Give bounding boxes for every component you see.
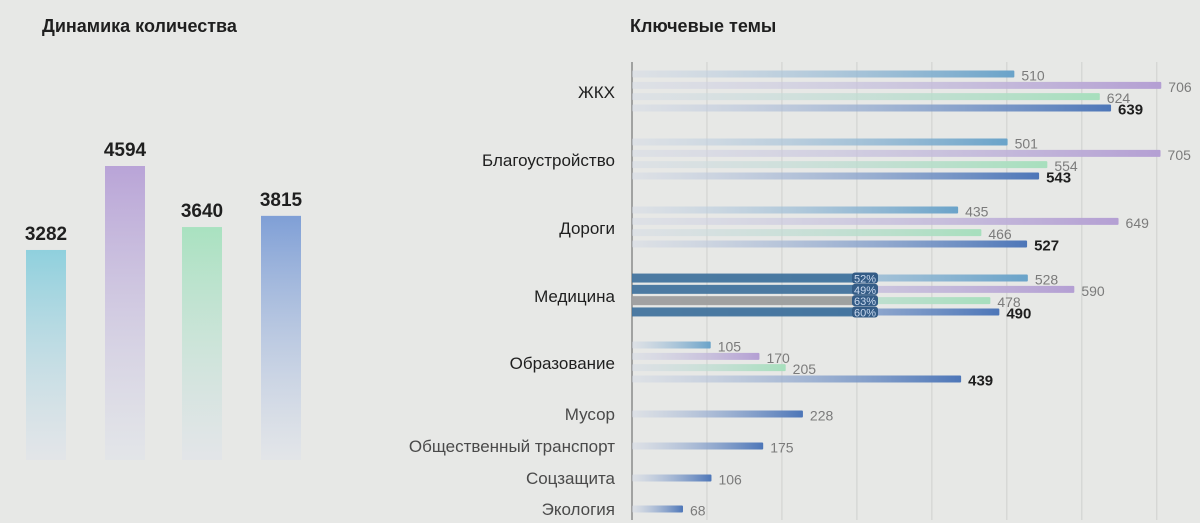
percent-bar	[632, 284, 872, 294]
topic-bar	[632, 206, 959, 214]
topic-bar-value-label: 501	[1015, 136, 1039, 152]
left-bar-value-label: 4594	[104, 140, 147, 161]
category-label: Мусор	[565, 405, 615, 424]
percent-label: 60%	[854, 307, 876, 319]
topic-bar-value-label: 68	[690, 503, 706, 519]
topic-bar	[632, 364, 786, 372]
percent-label: 52%	[854, 274, 876, 286]
category-label: Образование	[510, 354, 615, 373]
topic-bar-value-label: 554	[1054, 158, 1078, 174]
category-label: Соцзащита	[526, 469, 616, 488]
percent-label: 63%	[854, 296, 876, 308]
topic-bar-value-label: 175	[770, 440, 794, 456]
percent-badge	[852, 283, 878, 295]
topic-bar-value-label: 590	[1081, 283, 1105, 299]
topic-bar-value-label: 170	[766, 350, 790, 366]
category-label: Экология	[542, 500, 615, 519]
left-bar-value-label: 3815	[260, 190, 303, 211]
left-bar-value-label: 3282	[25, 224, 67, 245]
percent-bar	[632, 273, 872, 283]
topic-bar-value-label: 466	[988, 226, 1012, 242]
topic-bar	[632, 138, 1008, 146]
topic-bar	[632, 172, 1040, 180]
topic-bar	[632, 93, 1100, 101]
percent-bar	[632, 307, 872, 317]
topic-bar	[632, 410, 803, 418]
topic-bar-value-label: 439	[968, 372, 993, 389]
topic-bar	[632, 229, 982, 237]
topic-bar-value-label: 705	[1168, 147, 1192, 163]
topic-bar-value-label: 435	[965, 204, 989, 220]
percent-badge	[852, 306, 878, 318]
topic-bar	[632, 161, 1048, 169]
topic-bar-value-label: 478	[997, 294, 1021, 310]
topic-bar	[632, 70, 1015, 78]
percent-badge	[852, 295, 878, 307]
left-chart-title: Динамика количества	[42, 16, 237, 36]
topic-bar	[632, 149, 1161, 157]
topic-bar-value-label: 624	[1107, 90, 1131, 106]
category-label: Медицина	[534, 287, 615, 306]
left-bar	[26, 249, 66, 460]
topic-bar	[632, 341, 711, 349]
topic-bar-value-label: 543	[1046, 169, 1071, 186]
topic-bar-value-label: 528	[1035, 272, 1059, 288]
topic-bar-value-label: 106	[718, 472, 742, 488]
left-bar	[182, 227, 222, 460]
topic-bar-value-label: 105	[718, 339, 742, 355]
topic-bar-value-label: 205	[793, 361, 817, 377]
topic-bar-value-label: 510	[1021, 68, 1045, 84]
topic-bar-value-label: 639	[1118, 101, 1143, 118]
right-chart-title: Ключевые темы	[630, 16, 777, 36]
percent-bar	[632, 296, 872, 306]
category-label: ЖКХ	[578, 83, 615, 102]
topic-bar	[632, 81, 1162, 89]
topic-bar-value-label: 649	[1126, 215, 1150, 231]
topic-bar	[632, 474, 712, 482]
percent-label: 49%	[854, 285, 876, 297]
left-bar	[105, 166, 145, 460]
topic-bar-value-label: 706	[1168, 79, 1192, 95]
category-label: Общественный транспорт	[409, 437, 615, 456]
percent-badge	[852, 272, 878, 284]
topic-bar	[632, 505, 683, 513]
topic-bar	[632, 442, 764, 450]
topic-bar-value-label: 490	[1006, 305, 1031, 322]
topic-bar	[632, 104, 1112, 112]
topic-bar	[632, 352, 760, 360]
topic-bar-value-label: 228	[810, 408, 834, 424]
topic-bar	[632, 375, 962, 383]
topic-bar-value-label: 527	[1034, 237, 1059, 254]
topic-bar	[632, 240, 1028, 248]
left-bar	[261, 215, 301, 460]
left-bar-value-label: 3640	[181, 201, 223, 222]
category-label: Дороги	[559, 219, 615, 238]
category-label: Благоустройство	[482, 151, 615, 170]
topic-bar	[632, 217, 1119, 225]
